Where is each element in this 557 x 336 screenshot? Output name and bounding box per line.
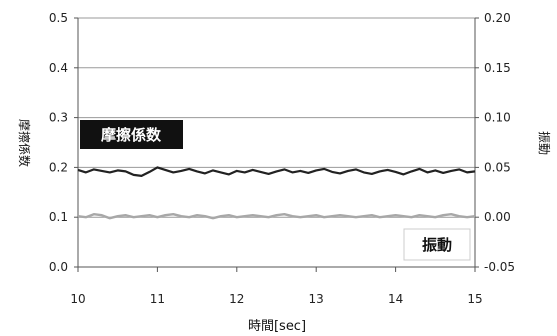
y-right-tick-label: 0.05 — [484, 160, 511, 174]
y-right-tick-label: 0.20 — [484, 11, 511, 25]
legend-vibration-label: 振動 — [422, 236, 452, 254]
y-right-tick-label: 0.00 — [484, 210, 511, 224]
axes — [74, 17, 479, 272]
y-left-tick-label: 0.1 — [49, 210, 68, 224]
y-right-tick-label: 0.10 — [484, 111, 511, 125]
x-axis-title: 時間[sec] — [248, 319, 306, 334]
series-line-1 — [77, 212, 476, 220]
y-left-tick-labels: 0.0 0.1 0.2 0.3 0.4 0.5 — [49, 11, 68, 274]
y-right-tick-label: -0.05 — [484, 260, 515, 274]
series-line-0 — [77, 166, 476, 177]
legend-vibration-box — [403, 228, 471, 261]
x-tick-labels: 10 11 12 13 14 15 — [70, 292, 482, 306]
legend-friction-label: 摩擦係数 — [101, 126, 162, 144]
y-axis-title-left: 摩擦係数 — [17, 119, 32, 167]
y-left-tick-label: 0.3 — [49, 111, 68, 125]
y-axis-title-right: 振動 — [537, 131, 551, 155]
y-left-tick-label: 0.5 — [49, 11, 68, 25]
series-layer — [77, 166, 476, 220]
y-left-tick-label: 0.2 — [49, 160, 68, 174]
x-tick-label: 15 — [467, 292, 482, 306]
y-right-tick-labels: -0.05 0.00 0.05 0.10 0.15 0.20 — [484, 11, 515, 274]
y-left-tick-label: 0.0 — [49, 260, 68, 274]
legend-vibration: 振動 — [403, 228, 471, 261]
x-tick-label: 10 — [70, 292, 85, 306]
y-right-tick-label: 0.15 — [484, 61, 511, 75]
y-left-tick-label: 0.4 — [49, 61, 68, 75]
legend-friction-box — [80, 120, 183, 149]
x-tick-label: 14 — [388, 292, 403, 306]
legend-friction: 摩擦係数 — [80, 120, 183, 149]
x-tick-label: 11 — [150, 292, 165, 306]
x-tick-label: 13 — [309, 292, 324, 306]
x-tick-label: 12 — [229, 292, 244, 306]
